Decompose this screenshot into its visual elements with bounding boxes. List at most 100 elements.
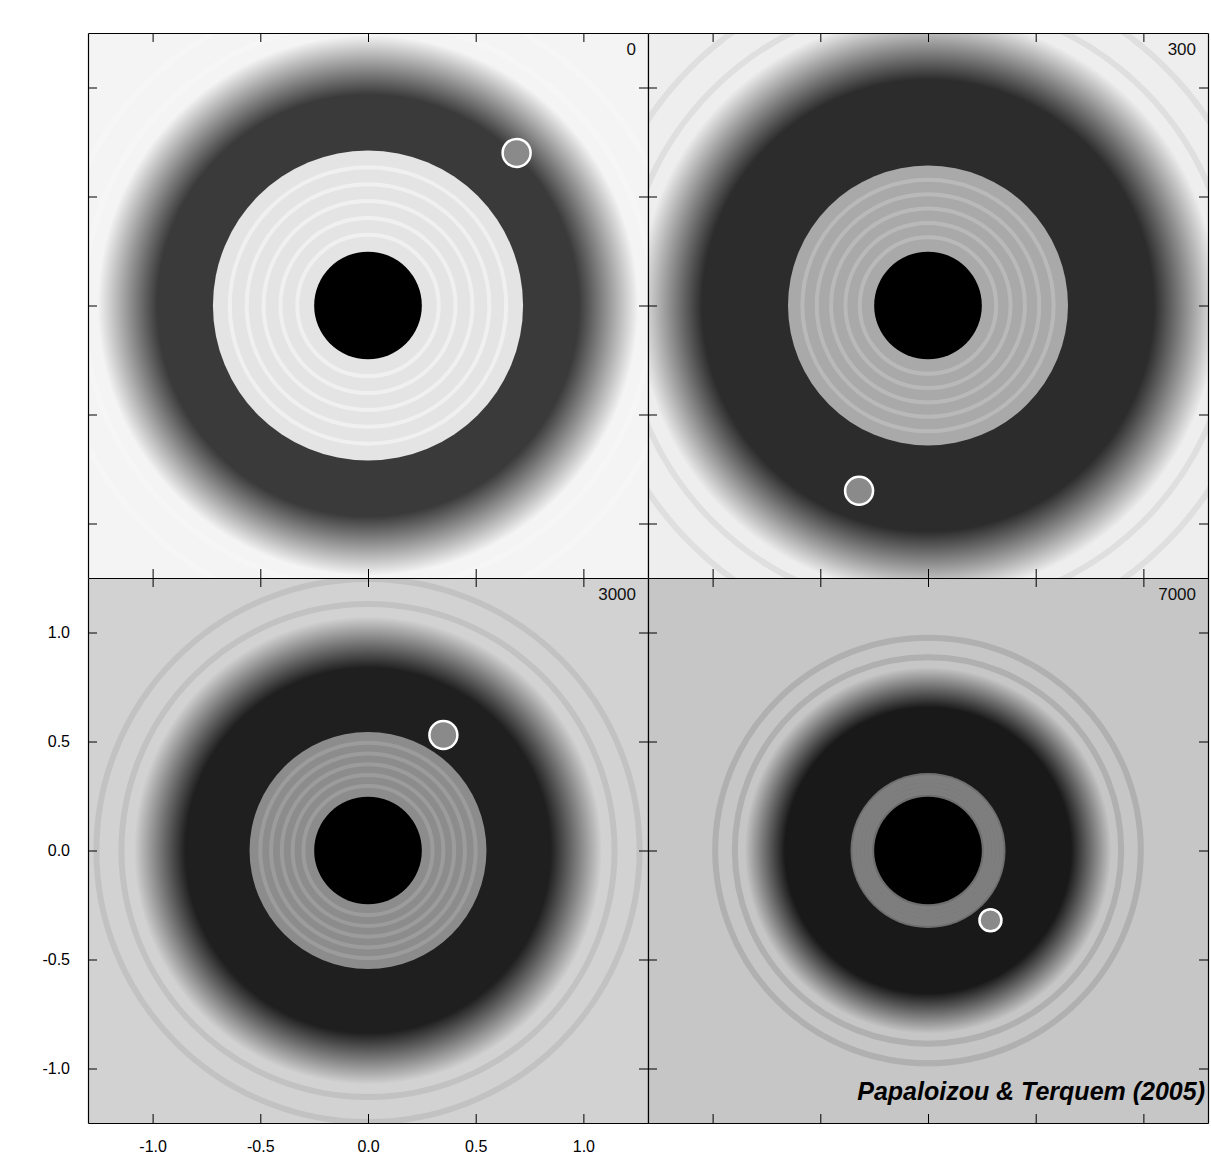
background — [88, 33, 648, 578]
tick-mark — [639, 633, 648, 634]
tick-mark — [88, 415, 97, 416]
tick-mark — [368, 33, 369, 42]
tick-mark — [648, 306, 657, 307]
inner-ring — [264, 201, 473, 410]
tick-mark — [88, 742, 97, 743]
tick — [1199, 524, 1208, 525]
tick-mark — [648, 197, 657, 198]
tick-mark — [153, 569, 154, 578]
inner-ring — [282, 764, 454, 936]
gap-outer — [98, 35, 638, 575]
tick-mark — [260, 33, 261, 42]
panel-time: 3000 — [598, 585, 636, 604]
outer-ring — [88, 33, 648, 578]
tick — [1199, 633, 1208, 634]
tick-mark — [1199, 524, 1208, 525]
tick — [368, 33, 369, 42]
tick-mark — [476, 33, 477, 42]
tick — [476, 578, 477, 587]
tick — [648, 851, 657, 852]
tick: 0.5 — [465, 1114, 487, 1155]
tick — [1199, 1069, 1208, 1070]
gap-outer — [648, 33, 1208, 578]
tick-mark — [368, 569, 369, 578]
tick-mark — [713, 1114, 714, 1123]
tick-mark — [648, 742, 657, 743]
inner-ring — [297, 235, 438, 376]
tick-label: 0.0 — [357, 1138, 379, 1155]
tick-mark — [820, 1114, 821, 1123]
tick — [88, 197, 97, 198]
panel-time: 300 — [1168, 40, 1196, 59]
tick — [583, 33, 584, 42]
panel: 0 — [54, 0, 681, 619]
plot-area — [88, 578, 648, 1123]
panel-time: 0 — [627, 40, 636, 59]
tick-mark — [476, 569, 477, 578]
axis-line — [89, 1123, 649, 1124]
tick-mark — [1143, 569, 1144, 578]
tick — [639, 306, 648, 307]
central-star — [874, 797, 982, 905]
tick-mark — [153, 33, 154, 42]
tick-label: -0.5 — [42, 951, 70, 968]
tick-mark — [1036, 569, 1037, 578]
tick — [1036, 1114, 1037, 1123]
tick-label: -0.5 — [247, 1138, 275, 1155]
tick-mark — [1199, 415, 1208, 416]
y-axis-left: -1.0 -0.5 0.0 0.5 1.0 — [42, 579, 97, 1124]
tick-mark — [476, 1114, 477, 1123]
inner-ring — [271, 754, 465, 948]
tick-mark — [88, 960, 97, 961]
background — [648, 578, 1208, 1123]
outer-ring — [648, 33, 1208, 578]
outer-ring — [121, 604, 614, 1097]
tick — [260, 33, 261, 42]
panel: -1.0 -0.5 0.0 0.5 1.0-1.0 -0.5 0.0 0.5 1.0 3000 — [42, 578, 648, 1155]
y-axis-right — [1199, 579, 1209, 1124]
inner-ring — [860, 237, 996, 373]
tick: -0.5 — [42, 951, 97, 968]
gap-outer — [134, 617, 602, 1085]
tick — [583, 569, 584, 578]
tick — [648, 524, 657, 525]
gap-inner — [213, 150, 523, 460]
tick — [713, 569, 714, 578]
tick-mark — [648, 960, 657, 961]
tick-mark — [1199, 306, 1208, 307]
tick-mark — [1143, 33, 1144, 42]
tick: 0.0 — [357, 1114, 379, 1155]
x-axis-top — [649, 578, 1209, 587]
tick — [368, 578, 369, 587]
outer-ring — [88, 33, 648, 578]
tick — [368, 569, 369, 578]
tick-mark — [648, 415, 657, 416]
panel: 7000 — [648, 578, 1209, 1124]
tick: 1.0 — [48, 624, 97, 641]
inner-ring — [858, 781, 997, 920]
tick-mark — [928, 578, 929, 587]
tick — [1143, 569, 1144, 578]
tick-label: -1.0 — [42, 1060, 70, 1077]
outer-ring — [96, 579, 639, 1122]
tick-mark — [639, 1069, 648, 1070]
tick-mark — [713, 33, 714, 42]
tick — [88, 524, 97, 525]
tick-mark — [1199, 88, 1208, 89]
tick-mark — [88, 524, 97, 525]
inner-ring — [845, 223, 1010, 388]
tick — [476, 569, 477, 578]
tick-mark — [648, 88, 657, 89]
tick — [820, 578, 821, 587]
planet — [429, 721, 457, 749]
tick — [639, 1069, 648, 1070]
tick — [153, 33, 154, 42]
tick — [928, 1114, 929, 1123]
tick: 0.0 — [48, 842, 97, 859]
tick — [583, 578, 584, 587]
tick — [88, 88, 97, 89]
tick-mark — [476, 578, 477, 587]
tick-label: 0.5 — [48, 733, 70, 750]
tick-mark — [1199, 742, 1208, 743]
tick: -0.5 — [247, 1114, 275, 1155]
